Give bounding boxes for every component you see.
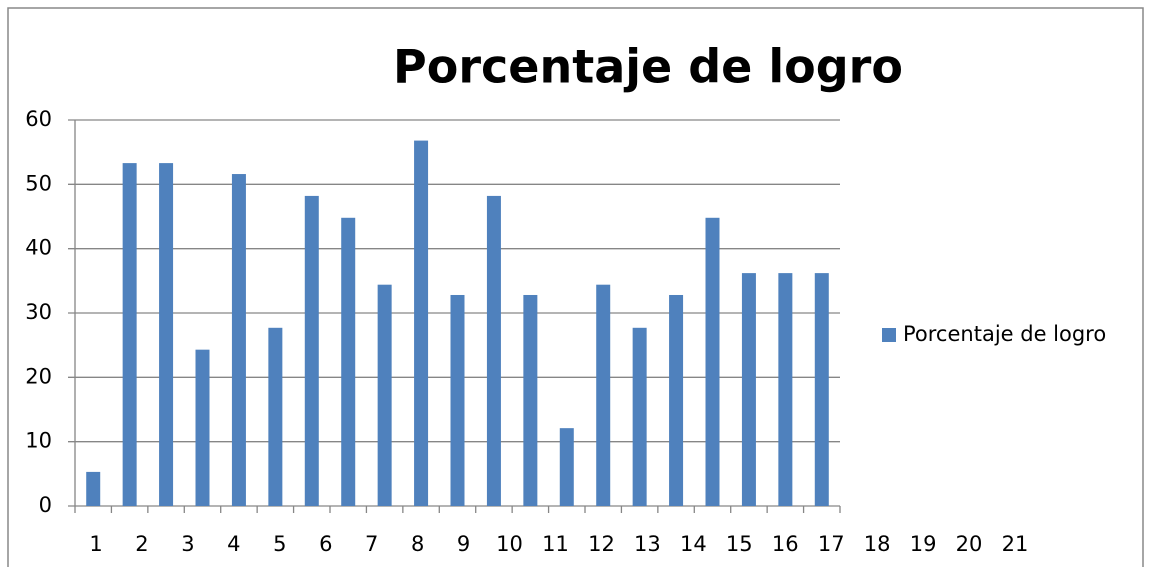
bar: [341, 217, 356, 506]
bar: [486, 195, 501, 506]
bar: [523, 294, 538, 506]
y-tick-label: 40: [25, 236, 52, 260]
bar: [195, 349, 210, 506]
x-tick-label: 9: [457, 532, 470, 556]
bar: [450, 294, 465, 506]
bar: [705, 217, 720, 506]
x-tick-label: 15: [726, 532, 753, 556]
bar: [159, 163, 174, 506]
bar: [414, 140, 429, 506]
chart-border: [7, 7, 1144, 567]
x-tick-label: 21: [1002, 532, 1029, 556]
x-tick-label: 13: [634, 532, 661, 556]
bar: [268, 327, 283, 506]
x-tick-label: 19: [910, 532, 937, 556]
bar: [559, 428, 574, 506]
bar: [377, 284, 392, 506]
bar: [231, 174, 246, 507]
x-tick-label: 2: [135, 532, 148, 556]
x-tick-label: 17: [818, 532, 845, 556]
x-tick-label: 1: [89, 532, 102, 556]
x-tick-label: 5: [273, 532, 286, 556]
bar: [669, 294, 684, 506]
x-tick-label: 4: [227, 532, 240, 556]
y-tick-label: 50: [25, 171, 52, 195]
x-tick-label: 16: [772, 532, 799, 556]
y-tick-label: 60: [25, 107, 52, 131]
x-tick-label: 8: [411, 532, 424, 556]
legend-swatch: [882, 328, 896, 342]
bar: [304, 195, 319, 506]
x-tick-label: 12: [588, 532, 615, 556]
y-tick-label: 20: [25, 364, 52, 388]
y-tick-label: 30: [25, 300, 52, 324]
y-tick-label: 0: [39, 493, 52, 517]
bar: [596, 284, 611, 506]
bar: [86, 471, 101, 506]
bar: [632, 327, 647, 506]
x-tick-label: 11: [542, 532, 569, 556]
x-tick-label: 20: [956, 532, 983, 556]
x-tick-label: 3: [181, 532, 194, 556]
x-tick-label: 7: [365, 532, 378, 556]
x-tick-label: 6: [319, 532, 332, 556]
chart-title: Porcentaje de logro: [393, 40, 903, 94]
bar: [122, 163, 137, 506]
legend-label: Porcentaje de logro: [903, 322, 1106, 346]
x-tick-label: 14: [680, 532, 707, 556]
bar: [814, 273, 829, 506]
y-tick-label: 10: [25, 429, 52, 453]
x-tick-label: 18: [864, 532, 891, 556]
bar: [741, 273, 756, 506]
bar: [778, 273, 793, 506]
x-tick-label: 10: [496, 532, 523, 556]
